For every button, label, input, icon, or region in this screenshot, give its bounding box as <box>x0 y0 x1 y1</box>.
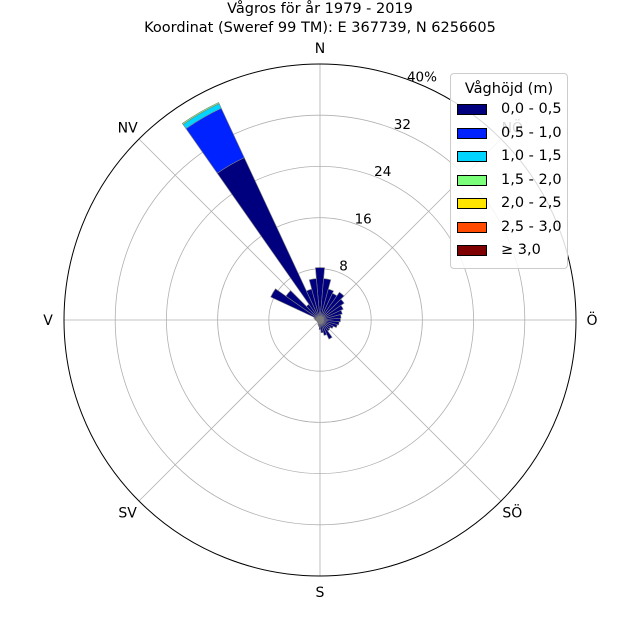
radial-tick-label: 16 <box>355 211 372 227</box>
radial-tick-label: 8 <box>339 259 348 275</box>
direction-label-sö: SÖ <box>502 503 522 521</box>
legend-label: 0,5 - 1,0 <box>501 124 562 141</box>
sector-bar-350-bin-0 <box>308 278 321 321</box>
outer-ring <box>63 63 577 577</box>
direction-label-ö: Ö <box>586 311 597 329</box>
direction-label-nv: NV <box>118 121 138 137</box>
legend-item: 2,0 - 2,5 <box>451 194 567 218</box>
legend-swatch <box>457 104 487 115</box>
grid-ring <box>165 165 475 475</box>
legend-title: Våghöjd (m) <box>464 81 554 97</box>
sector-bars <box>181 102 345 340</box>
sector-bar-300-bin-0 <box>270 288 321 321</box>
grid-ring <box>217 217 423 423</box>
sector-bar-50-bin-0 <box>319 298 345 321</box>
legend-label: 1,5 - 2,0 <box>501 171 562 188</box>
sector-bar-150-bin-0 <box>319 319 333 340</box>
direction-label-s: S <box>316 585 325 601</box>
legend-item: 0,0 - 0,5 <box>451 100 567 124</box>
grid-ring <box>114 114 526 526</box>
legend-item: 1,0 - 1,5 <box>451 147 567 171</box>
grid-spoke <box>319 319 502 502</box>
legend-item: 0,5 - 1,0 <box>451 124 567 148</box>
legend-label: 0,0 - 0,5 <box>501 101 562 117</box>
legend: Våghöjd (m) 0,0 - 0,5 0,5 - 1,0 1,0 - 1,5 1… <box>450 73 568 269</box>
direction-label-v: V <box>43 313 53 329</box>
sector-bar-330-bin-0 <box>216 157 321 321</box>
sector-bar-60-bin-0 <box>319 304 344 321</box>
legend-swatch <box>457 151 487 162</box>
chart-subtitle: Koordinat (Sweref 99 TM): E 367739, N 62… <box>144 20 496 36</box>
grid-spoke <box>138 319 321 502</box>
sector-bar-310-bin-0 <box>285 290 321 321</box>
sector-bar-330-bin-3 <box>181 102 220 125</box>
legend-label: 2,5 - 3,0 <box>501 218 562 235</box>
radial-tick-label: 32 <box>394 117 411 133</box>
sector-bar-170-bin-0 <box>319 319 324 334</box>
legend-item: 1,5 - 2,0 <box>451 171 567 195</box>
direction-label-n: N <box>315 41 325 57</box>
legend-swatch <box>457 221 487 233</box>
legend-item: 2,5 - 3,0 <box>451 218 567 242</box>
legend-item: ≥ 3,0 <box>451 241 567 265</box>
sector-bar-70-bin-0 <box>319 309 343 321</box>
legend-swatch <box>457 198 487 209</box>
sector-bar-80-bin-0 <box>319 314 342 321</box>
legend-label: 1,0 - 1,5 <box>501 148 562 164</box>
legend-swatch <box>457 174 487 186</box>
sector-bar-180-bin-0 <box>318 319 322 330</box>
legend-label: ≥ 3,0 <box>501 242 541 258</box>
sector-bar-90-bin-0 <box>319 317 341 323</box>
sector-bar-160-bin-0 <box>319 319 328 336</box>
legend-swatch <box>457 127 487 139</box>
sector-bar-40-bin-0 <box>319 291 345 321</box>
radial-tick-label: 40% <box>407 69 437 85</box>
legend-swatch <box>457 245 487 256</box>
direction-label-sv: SV <box>118 505 137 521</box>
legend-label: 2,0 - 2,5 <box>501 195 562 211</box>
sector-bar-0-bin-0 <box>315 267 325 321</box>
grid-spoke <box>138 138 321 321</box>
chart-title: Vågros för år 1979 - 2019 <box>227 1 413 17</box>
radial-tick-label: 24 <box>374 164 391 180</box>
